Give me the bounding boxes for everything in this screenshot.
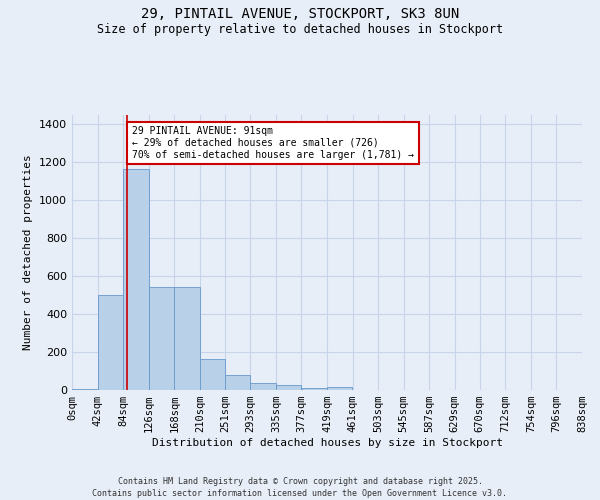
- Y-axis label: Number of detached properties: Number of detached properties: [23, 154, 34, 350]
- Text: 29 PINTAIL AVENUE: 91sqm
← 29% of detached houses are smaller (726)
70% of semi-: 29 PINTAIL AVENUE: 91sqm ← 29% of detach…: [132, 126, 414, 160]
- Bar: [98, 295, 123, 390]
- Text: 29, PINTAIL AVENUE, STOCKPORT, SK3 8UN: 29, PINTAIL AVENUE, STOCKPORT, SK3 8UN: [141, 8, 459, 22]
- Bar: [276, 386, 301, 390]
- Text: Contains public sector information licensed under the Open Government Licence v3: Contains public sector information licen…: [92, 489, 508, 498]
- Text: Size of property relative to detached houses in Stockport: Size of property relative to detached ho…: [97, 22, 503, 36]
- Bar: [200, 358, 224, 390]
- Bar: [250, 384, 276, 390]
- Bar: [149, 286, 174, 390]
- X-axis label: Distribution of detached houses by size in Stockport: Distribution of detached houses by size …: [151, 438, 503, 448]
- Bar: [72, 389, 97, 390]
- Bar: [225, 375, 250, 390]
- Bar: [175, 286, 200, 390]
- Bar: [123, 169, 149, 390]
- Bar: [327, 387, 352, 390]
- Text: Contains HM Land Registry data © Crown copyright and database right 2025.: Contains HM Land Registry data © Crown c…: [118, 478, 482, 486]
- Bar: [302, 388, 327, 390]
